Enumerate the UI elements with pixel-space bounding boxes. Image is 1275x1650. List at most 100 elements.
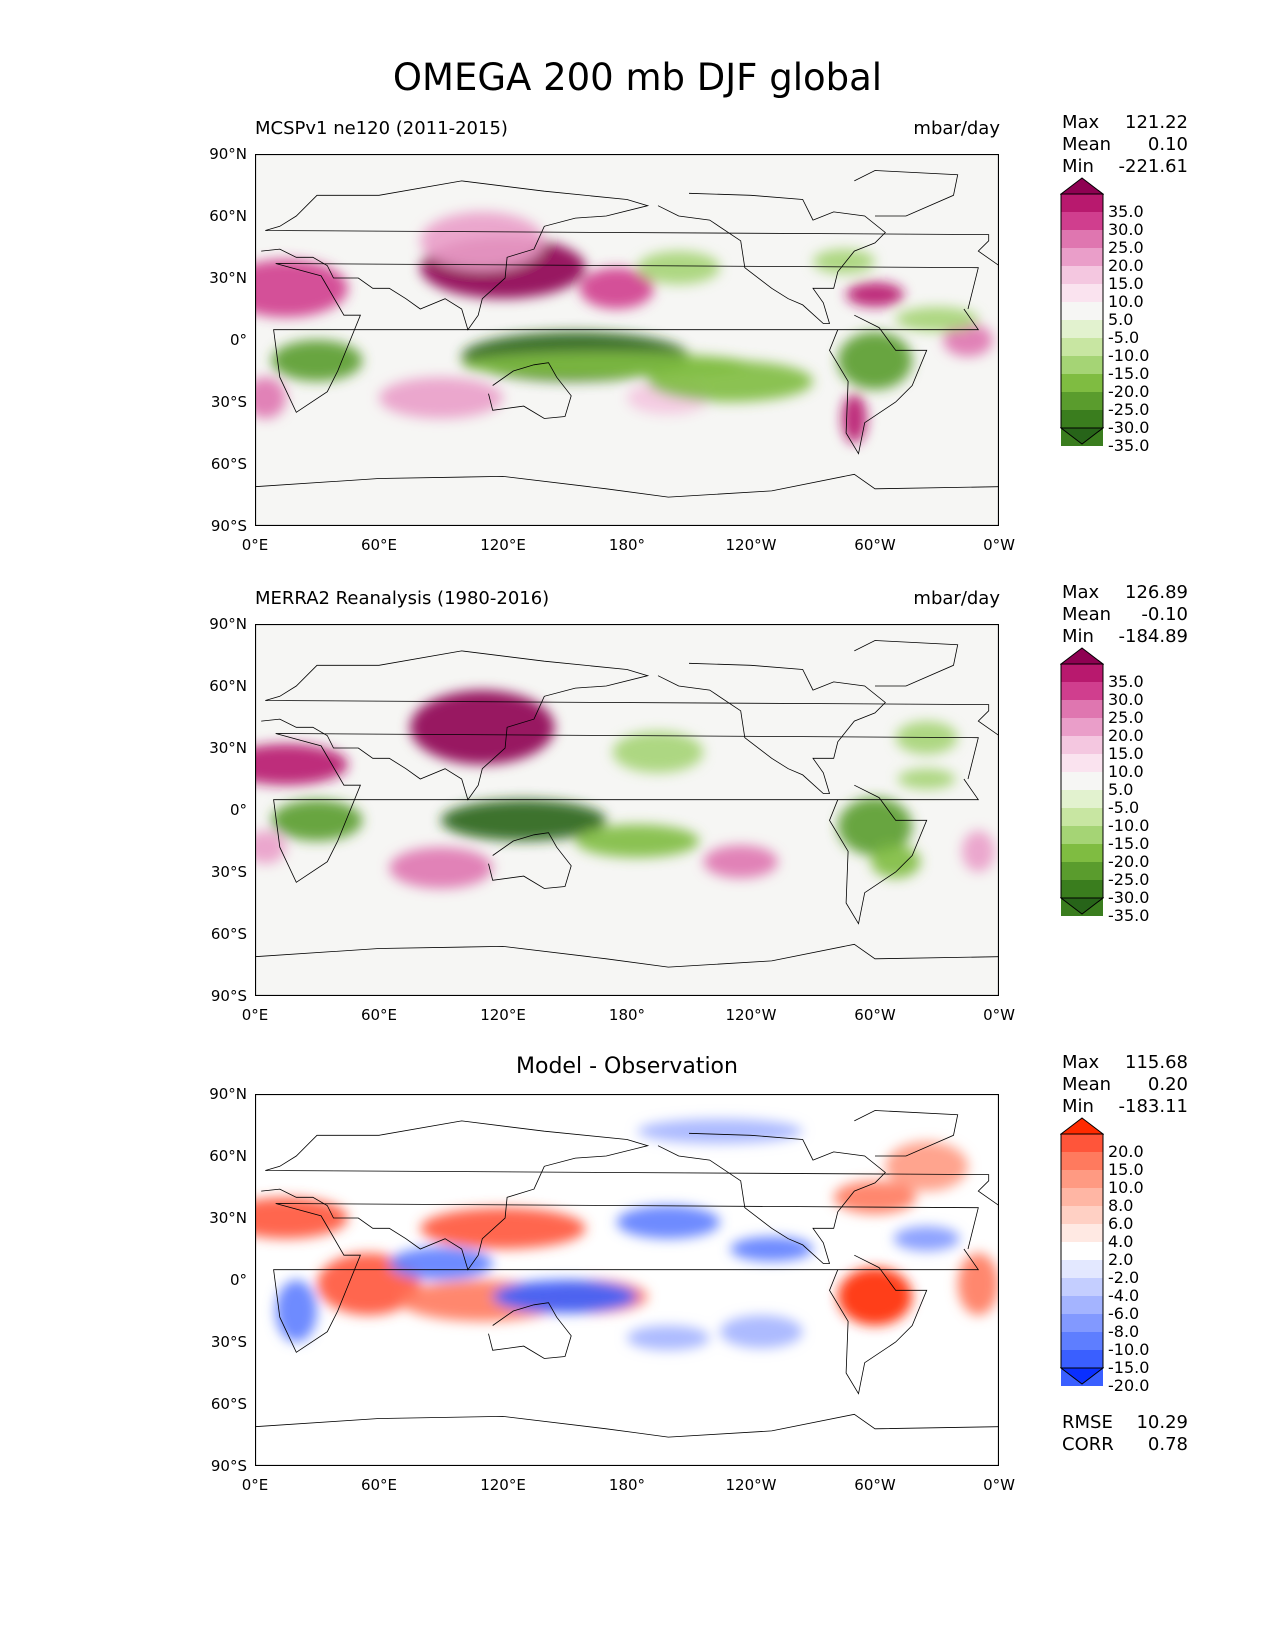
coastline [829,1254,928,1395]
stat-value: 115.68 [1125,1052,1188,1073]
colorbar-segment [1061,1260,1103,1279]
colorbar-tick-label: -5.0 [1108,328,1140,347]
colorbar-segment [1061,1152,1103,1171]
lat-tick-label: 90°S [210,517,247,535]
coastline [854,640,959,687]
field-blob [492,1280,638,1314]
lon-tick-label: 120°E [480,1476,526,1494]
panel-stats: Max 126.89 Mean -0.10 Min -184.89 [1062,582,1188,648]
colorbar-tick-label: 25.0 [1108,238,1144,257]
colorbar-segment [1061,410,1103,429]
colorbar-segment [1061,1224,1103,1243]
colorbar-segment [1061,1206,1103,1225]
lat-tick-label: 90°S [210,987,247,1005]
colorbar-segment [1061,302,1103,321]
coastline [261,180,999,331]
colorbar-tick-label: -8.0 [1108,1322,1140,1341]
panel-units: mbar/day [913,118,1000,139]
lat-tick-label: 30°S [210,1333,247,1351]
lon-tick-label: 60°E [360,1006,398,1024]
colorbar-segment [1061,1170,1103,1189]
colorbar-tick-label: -30.0 [1108,888,1150,907]
map-panel-1 [255,154,999,526]
colorbar [1060,1117,1104,1386]
colorbar [1060,647,1104,916]
coastline [488,832,572,889]
field-blob [275,1280,317,1342]
stat-label: Min [1062,626,1094,647]
colorbar-tick-label: -20.0 [1108,382,1150,401]
colorbar-extend-top [1060,1117,1104,1135]
map-panel-3 [255,1094,999,1466]
stat-label: Mean [1062,134,1112,155]
lat-tick-label: 60°S [210,925,247,943]
colorbar-tick-label: -20.0 [1108,1376,1150,1395]
field-blob [833,1180,917,1214]
stat-value: -183.11 [1118,1096,1188,1117]
colorbar-segment [1061,736,1103,755]
colorbar-tick-label: -20.0 [1108,852,1150,871]
colorbar-tick-label: 6.0 [1108,1214,1134,1233]
lon-tick-label: 180° [608,536,646,554]
colorbar-tick-label: -5.0 [1108,798,1140,817]
coastline [488,362,572,419]
colorbar-segment [1061,682,1103,701]
lon-tick-label: 0°W [983,1476,1015,1494]
colorbar-tick-label: -35.0 [1108,436,1150,455]
colorbar-tick-label: 5.0 [1108,310,1134,329]
colorbar-segment [1061,392,1103,411]
colorbar-tick-label: 2.0 [1108,1250,1134,1269]
stat-label: Mean [1062,1074,1112,1095]
field-blob [813,249,875,274]
field-blob [837,797,913,856]
lon-tick-label: 0°E [241,536,269,554]
lon-tick-label: 0°W [983,536,1015,554]
field-blob [897,768,956,790]
stat-label: Max [1062,112,1100,133]
coastline [273,1203,980,1353]
lat-tick-label: 0° [229,1271,247,1289]
colorbar-tick-label: -6.0 [1108,1304,1140,1323]
field-blob [893,1226,960,1252]
field-blob [885,1141,969,1192]
field-blob [461,352,751,378]
lat-tick-label: 90°S [210,1457,247,1475]
colorbar-tick-label: 35.0 [1108,202,1144,221]
field-blob [255,830,286,864]
colorbar-tick-label: 30.0 [1108,220,1144,239]
stat-value: -184.89 [1118,626,1188,647]
field-blob [841,393,867,444]
field-blob [271,799,363,841]
lon-tick-label: 60°E [360,536,398,554]
colorbar-extend-top [1060,177,1104,195]
lat-tick-label: 90°N [209,1085,247,1103]
coastline [255,1413,999,1438]
coastline [261,650,999,801]
field-blob [627,1325,710,1351]
field-blob [575,824,700,858]
colorbar-tick-label: -25.0 [1108,400,1150,419]
colorbar-extend-top [1060,647,1104,665]
lat-tick-label: 90°N [209,615,247,633]
colorbar-segment [1061,248,1103,267]
colorbar-tick-label: -10.0 [1108,816,1150,835]
map-frame [255,1094,999,1466]
field-blob [837,1267,913,1326]
colorbar-tick-label: -15.0 [1108,1358,1150,1377]
stat-label: Min [1062,1096,1094,1117]
stat-value: 0.20 [1147,1074,1188,1095]
panel-units: mbar/day [913,588,1000,609]
field-blob [579,267,654,309]
colorbar-frame [1060,193,1104,429]
lat-tick-label: 30°N [209,739,247,757]
coastline [657,662,886,794]
colorbar-segment [1061,1332,1103,1351]
field-blob [637,251,720,285]
panel-stats: Max 121.22 Mean 0.10 Min -221.61 [1062,112,1188,178]
field-blob [730,1236,813,1262]
stat-label: Max [1062,1052,1100,1073]
map-frame [255,154,999,526]
field-blob [255,743,348,786]
coastline [273,733,980,883]
lon-tick-label: 120°W [725,1006,777,1024]
